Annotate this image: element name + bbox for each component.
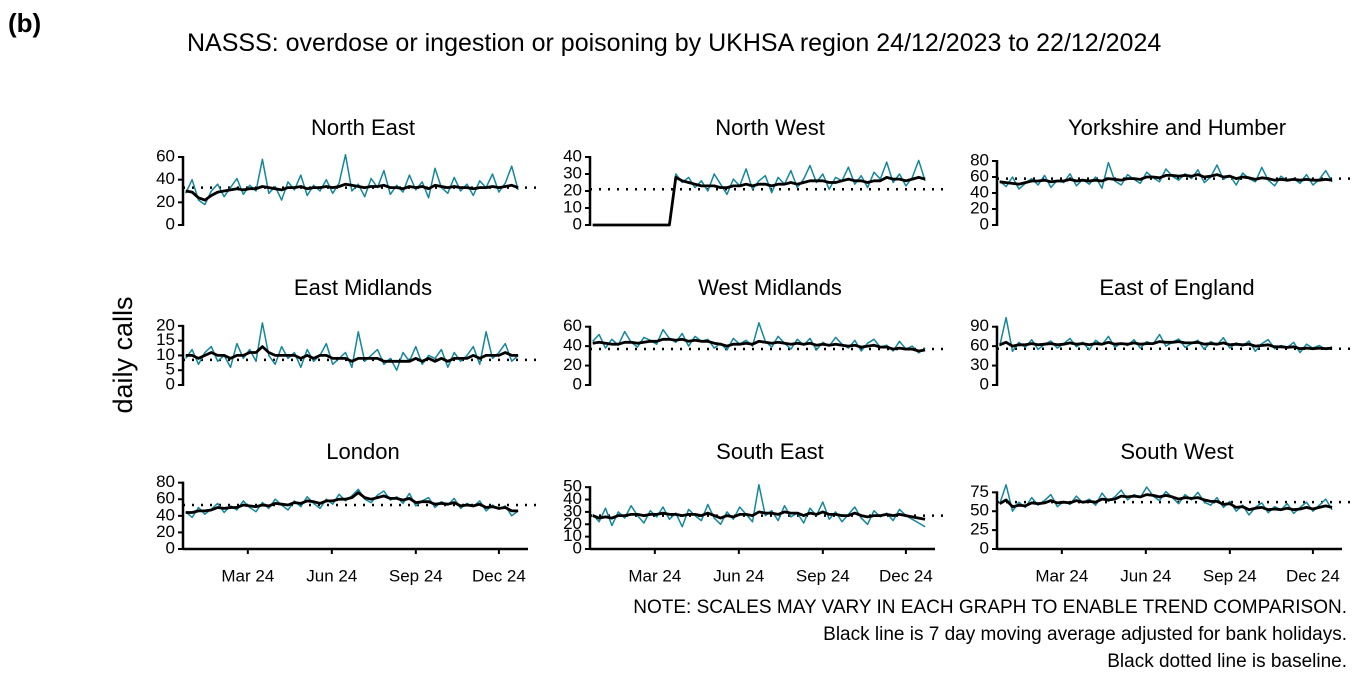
moving-average-line (592, 337, 926, 353)
y-tick-label: 40 (156, 169, 175, 188)
y-tick-label: 20 (156, 522, 175, 541)
moving-average-line (185, 345, 519, 363)
x-tick-label: Dec 24 (472, 566, 526, 585)
chart-title: NASSS: overdose or ingestion or poisonin… (187, 29, 1162, 57)
y-tick-label: 50 (970, 501, 989, 520)
x-tick-label: Jun 24 (713, 566, 764, 585)
y-tick-label: 30 (563, 163, 582, 182)
daily-line (592, 159, 926, 226)
x-tick-label: Mar 24 (1035, 566, 1088, 585)
note: Black dotted line is baseline. (1107, 651, 1347, 672)
x-tick-label: Sep 24 (1203, 566, 1257, 585)
y-tick-label: 0 (573, 538, 582, 557)
y-axis-label: daily calls (108, 296, 138, 413)
x-tick-label: Sep 24 (796, 566, 850, 585)
x-tick-label: Jun 24 (306, 566, 357, 585)
y-tick-label: 20 (156, 315, 175, 334)
y-tick-label: 0 (980, 538, 989, 557)
y-tick-label: 10 (156, 345, 175, 364)
panel-title: East Midlands (294, 275, 432, 300)
y-tick-label: 25 (970, 520, 989, 539)
moving-average-line (185, 491, 519, 514)
y-tick-label: 10 (563, 197, 582, 216)
y-tick-label: 75 (970, 482, 989, 501)
y-tick-label: 0 (573, 214, 582, 233)
y-tick-label: 10 (563, 526, 582, 545)
daily-line (185, 153, 519, 206)
y-tick-label: 20 (156, 192, 175, 211)
panel-title: London (326, 439, 399, 464)
y-tick-label: 20 (563, 180, 582, 199)
y-tick-label: 20 (563, 514, 582, 533)
y-tick-label: 80 (156, 472, 175, 491)
panel-title: South East (716, 439, 824, 464)
y-tick-label: 0 (980, 214, 989, 233)
y-tick-label: 20 (563, 355, 582, 374)
y-tick-label: 0 (980, 374, 989, 393)
daily-line (592, 322, 926, 354)
moving-average-line (999, 173, 1333, 186)
y-tick-label: 60 (156, 489, 175, 508)
note: NOTE: SCALES MAY VARY IN EACH GRAPH TO E… (633, 597, 1347, 618)
panel-title: Yorkshire and Humber (1068, 115, 1286, 140)
y-tick-label: 80 (970, 150, 989, 169)
daily-line (185, 488, 519, 519)
panel-title: South West (1120, 439, 1233, 464)
y-tick-label: 60 (156, 146, 175, 165)
moving-average-line (185, 182, 519, 202)
moving-average-line (592, 510, 926, 521)
y-tick-label: 15 (156, 330, 175, 349)
y-tick-label: 0 (166, 214, 175, 233)
moving-average-line (998, 493, 1333, 512)
y-tick-label: 30 (563, 501, 582, 520)
x-tick-label: Dec 24 (1286, 566, 1340, 585)
x-tick-label: Mar 24 (628, 566, 681, 585)
x-tick-label: Dec 24 (879, 566, 933, 585)
panel-title: North East (311, 115, 415, 140)
panel-title: West Midlands (698, 275, 842, 300)
y-tick-label: 50 (563, 477, 582, 496)
y-tick-label: 0 (166, 374, 175, 393)
x-tick-label: Sep 24 (389, 566, 443, 585)
daily-line (592, 483, 926, 528)
y-tick-label: 60 (970, 166, 989, 185)
y-tick-label: 40 (970, 182, 989, 201)
panel-label: (b) (8, 8, 42, 38)
x-tick-label: Jun 24 (1120, 566, 1171, 585)
y-tick-label: 0 (166, 538, 175, 557)
y-tick-label: 40 (563, 489, 582, 508)
y-tick-label: 5 (166, 360, 175, 379)
moving-average-line (592, 176, 926, 227)
y-tick-label: 60 (563, 316, 582, 335)
moving-average-line (999, 340, 1333, 351)
y-tick-label: 90 (970, 316, 989, 335)
y-tick-label: 20 (970, 198, 989, 217)
y-tick-label: 60 (970, 336, 989, 355)
daily-line (185, 322, 519, 371)
y-tick-label: 0 (573, 374, 582, 393)
y-tick-label: 40 (156, 505, 175, 524)
y-tick-label: 40 (563, 146, 582, 165)
y-tick-label: 40 (563, 336, 582, 355)
panel-title: North West (715, 115, 825, 140)
note: Black line is 7 day moving average adjus… (823, 624, 1347, 645)
x-tick-label: Mar 24 (221, 566, 274, 585)
panel-title: East of England (1099, 275, 1254, 300)
y-tick-label: 30 (970, 355, 989, 374)
